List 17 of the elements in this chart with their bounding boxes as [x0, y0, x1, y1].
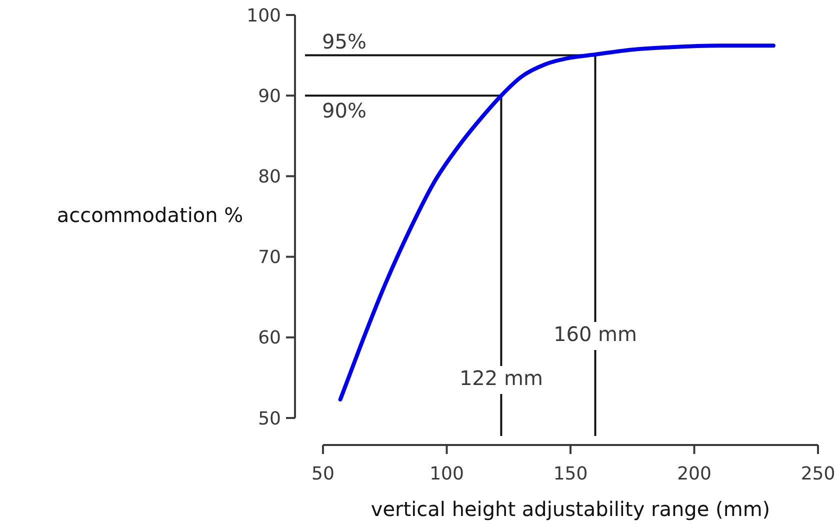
y-tick-label: 100: [246, 5, 281, 26]
y-tick-label: 70: [258, 247, 281, 268]
y-tick-label: 60: [258, 328, 281, 349]
ref-line-label: 90%: [322, 98, 366, 123]
ref-line-label: 122 mm: [459, 366, 543, 390]
ref-line-label: 160 mm: [554, 322, 637, 346]
y-tick-label: 80: [258, 166, 281, 188]
y-axis-title: accommodation %: [56, 203, 244, 227]
x-tick-label: 250: [800, 463, 836, 484]
x-axis-title: vertical height adjustability range (mm): [370, 497, 770, 521]
x-tick-label: 200: [677, 463, 712, 484]
x-tick-label: 150: [553, 463, 588, 484]
x-tick-label: 50: [312, 463, 334, 484]
y-tick-label: 90: [258, 86, 281, 107]
ref-line-label: 95%: [322, 29, 366, 54]
y-tick-label: 50: [258, 408, 281, 430]
x-tick-label: 100: [430, 463, 464, 484]
